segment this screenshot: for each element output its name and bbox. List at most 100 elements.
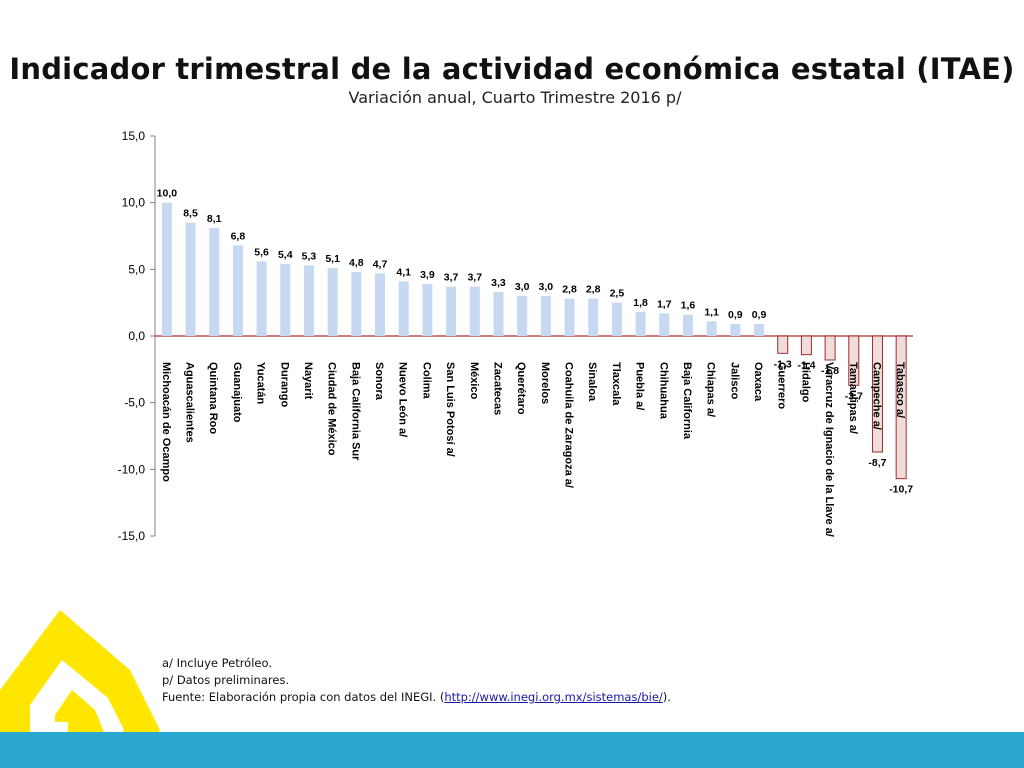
value-label: 0,9 [752,309,767,321]
value-label: 3,7 [444,272,459,284]
value-label: 5,6 [254,246,269,258]
bar [824,335,836,361]
bar [185,222,196,336]
category-label: Jalisco [728,362,740,400]
category-label: Durango [278,362,290,408]
value-label: 2,5 [610,288,625,300]
bar [209,228,220,336]
bar [469,286,480,336]
bar [871,335,883,453]
bar [682,314,693,336]
bar [777,335,789,354]
bar [635,312,646,336]
category-label: Oaxaca [752,362,764,402]
value-label: 4,8 [349,257,364,269]
bar [800,335,812,356]
bar [398,281,409,336]
value-label: 1,7 [657,298,672,310]
value-label: -10,7 [889,484,913,496]
y-tick-label: -15,0 [118,529,146,543]
value-label: -8,7 [868,457,886,469]
value-label: 4,1 [396,266,411,278]
footnote-preliminary: p/ Datos preliminares. [162,673,290,687]
y-tick-label: 15,0 [122,129,146,143]
category-label: Hidalgo [799,362,811,403]
bar [232,245,243,336]
category-label: Yucatán [255,362,267,404]
bar [659,313,670,336]
value-label: 1,8 [633,297,648,309]
category-label: Tamaulipas a/ [847,362,859,434]
category-label: Guerrero [776,362,788,409]
bar [611,302,622,336]
category-label: Baja California [681,362,693,440]
value-label: 3,0 [539,281,554,293]
value-label: 1,1 [704,306,719,318]
category-label: Colima [420,362,432,400]
category-label: Baja California Sur [349,362,361,461]
category-label: Chiapas a/ [705,362,717,417]
category-label: Coahuila de Zaragoza a/ [563,362,575,488]
y-tick-label: -10,0 [118,462,146,476]
bar [517,296,528,336]
value-label: 2,8 [562,284,577,296]
chart-subtitle: Variación anual, Cuarto Trimestre 2016 p… [348,88,682,107]
category-label: Morelos [539,362,551,404]
footnotes: a/ Incluye Petróleo. p/ Datos preliminar… [162,655,671,706]
bar [280,264,291,336]
category-label: Tabasco a/ [894,362,906,418]
bar [422,284,433,336]
category-label: Zacatecas [491,362,503,415]
chart-title: Indicador trimestral de la actividad eco… [9,52,1015,86]
source-link[interactable]: http://www.inegi.org.mx/sistemas/bie/ [444,690,663,704]
category-label: Querétaro [515,362,527,415]
value-label: 3,0 [515,281,530,293]
source-note: Fuente: Elaboración propia con datos del… [162,689,671,706]
value-label: 3,7 [467,272,482,284]
bottom-band [0,732,1024,768]
category-label: Chihuahua [657,362,669,420]
category-label: Campeche a/ [870,362,882,430]
category-label: Puebla a/ [634,362,646,410]
category-label: México [468,362,480,400]
bar [706,321,717,336]
category-label: Nuevo León a/ [397,362,409,437]
bar [588,298,599,336]
value-label: 3,3 [491,277,506,289]
category-label: Tlaxcala [610,362,622,406]
bar [730,324,741,336]
footnote-petroleo: a/ Incluye Petróleo. [162,656,272,670]
bar [754,324,765,336]
value-label: 8,5 [183,208,198,220]
bar [161,202,172,336]
bar [493,292,504,336]
labels-layer: 10,0 Michoacán de Ocampo 8,5 Aguascalientes… [157,188,914,537]
value-label: 5,1 [325,253,340,265]
bar [848,335,860,386]
value-label: 6,8 [231,230,246,242]
category-label: Sinaloa [586,362,598,402]
value-label: 10,0 [157,188,178,200]
bar [540,296,551,336]
value-label: 0,9 [728,309,743,321]
bars-layer [161,202,907,480]
value-label: -1,4 [797,360,815,372]
bar [446,286,457,336]
value-label: 4,7 [373,258,388,270]
category-label: Veracruz de Ignacio de la Llave a/ [823,362,835,537]
bar [895,335,907,480]
source-prefix: Fuente: Elaboración propia con datos del… [162,690,445,704]
value-label: -1,3 [774,358,792,370]
bar [351,272,362,336]
value-label: -3,7 [845,390,863,402]
value-label: 5,3 [302,250,317,262]
y-tick-label: 10,0 [122,196,146,210]
value-label: -1,8 [821,365,839,377]
category-label: San Luis Potosí a/ [444,362,456,457]
value-label: 5,4 [278,249,293,261]
y-tick-label: -5,0 [124,396,145,410]
category-label: Aguascalientes [184,362,196,443]
y-tick-label: 0,0 [128,329,145,343]
value-label: 1,6 [681,300,696,312]
bar [327,268,338,336]
